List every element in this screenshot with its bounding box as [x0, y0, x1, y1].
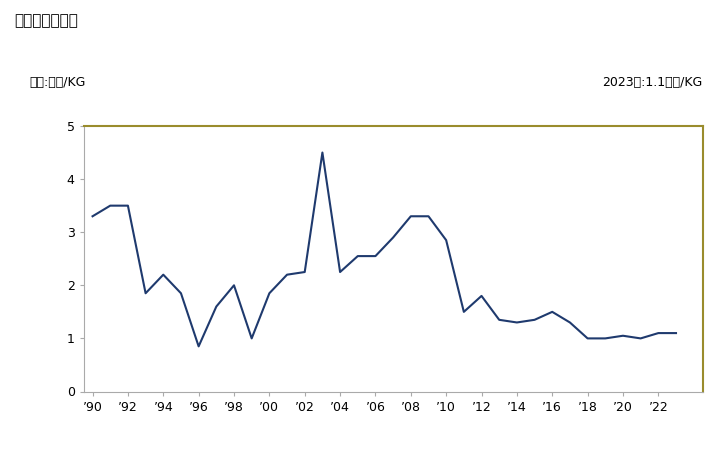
Text: 2023年:1.1万円/KG: 2023年:1.1万円/KG [602, 76, 703, 90]
Text: 単位:万円/KG: 単位:万円/KG [29, 76, 85, 90]
Text: 輸入価格の推移: 輸入価格の推移 [15, 14, 79, 28]
